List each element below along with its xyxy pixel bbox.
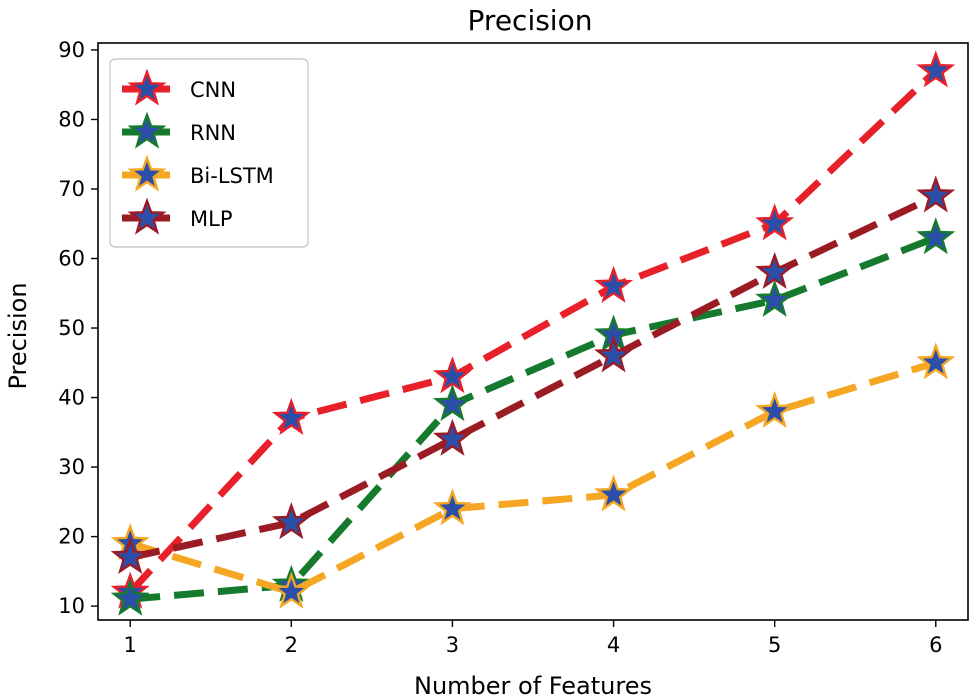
plot-area-border <box>97 42 969 621</box>
legend-marker-cnn <box>127 68 167 106</box>
y-tick-label: 40 <box>58 386 85 410</box>
data-point-cnn <box>594 265 634 303</box>
data-point-bi-lstm <box>271 571 311 609</box>
data-point-rnn <box>916 217 956 255</box>
data-point-cnn <box>271 397 311 435</box>
y-tick-label: 20 <box>58 525 85 549</box>
x-tick-label: 3 <box>446 633 459 657</box>
data-point-cnn <box>755 203 795 241</box>
data-point-bi-lstm <box>916 342 956 380</box>
data-point-bi-lstm <box>594 474 634 512</box>
data-point-mlp <box>432 418 472 456</box>
legend-label-mlp: MLP <box>190 207 232 231</box>
legend-label-bi-lstm: Bi-LSTM <box>190 164 274 188</box>
plot-frame <box>97 42 969 621</box>
y-axis-label: Precision <box>4 282 32 389</box>
data-point-rnn <box>110 578 150 616</box>
data-point-mlp <box>916 175 956 213</box>
series-line-rnn <box>129 234 938 603</box>
data-point-rnn <box>432 383 472 422</box>
data-point-cnn <box>432 356 472 394</box>
y-axis-ticks: 10 20 30 40 50 60 70 80 90 <box>58 38 98 618</box>
series-bi-lstm <box>110 342 956 609</box>
series-line-mlp <box>129 192 938 561</box>
x-axis-ticks: 1 2 3 4 5 6 <box>124 620 942 657</box>
data-point-rnn <box>755 279 795 317</box>
data-point-bi-lstm <box>755 390 795 429</box>
data-point-mlp <box>110 536 150 575</box>
series-mlp <box>110 175 956 575</box>
legend-label-cnn: CNN <box>190 78 236 102</box>
x-tick-label: 1 <box>124 633 137 657</box>
data-point-bi-lstm <box>432 488 472 526</box>
legend-entry-cnn: CNN <box>122 68 236 106</box>
data-point-mlp <box>271 502 311 540</box>
y-tick-label: 10 <box>58 594 85 618</box>
data-point-mlp <box>755 251 795 290</box>
legend-marker-mlp <box>127 197 167 235</box>
x-tick-label: 5 <box>768 633 781 657</box>
y-tick-label: 80 <box>58 107 85 131</box>
chart-title: Precision <box>468 4 593 37</box>
series-line-cnn <box>127 68 939 595</box>
legend-entry-rnn: RNN <box>122 111 236 149</box>
legend-marker-bi-lstm <box>127 154 167 192</box>
x-tick-label: 4 <box>607 633 620 657</box>
x-tick-label: 6 <box>929 633 942 657</box>
y-tick-label: 30 <box>58 455 85 479</box>
series-line-bi-lstm <box>129 359 937 596</box>
y-tick-label: 70 <box>58 177 85 201</box>
legend-marker-rnn <box>127 111 167 149</box>
legend-entry-mlp: MLP <box>122 197 232 235</box>
data-point-mlp <box>594 335 634 373</box>
series-layer <box>110 50 956 616</box>
legend-entry-bi-lstm: Bi-LSTM <box>122 154 274 192</box>
x-tick-label: 2 <box>285 633 298 657</box>
series-rnn <box>110 217 956 616</box>
y-tick-label: 90 <box>58 38 85 62</box>
legend-box <box>109 58 309 248</box>
legend: CNN RNN Bi-LSTM MLP <box>109 58 309 248</box>
y-tick-label: 50 <box>58 316 85 340</box>
y-tick-label: 60 <box>58 247 85 271</box>
data-point-cnn <box>916 50 956 88</box>
legend-label-rnn: RNN <box>190 121 236 145</box>
x-axis-label: Number of Features <box>414 672 652 700</box>
